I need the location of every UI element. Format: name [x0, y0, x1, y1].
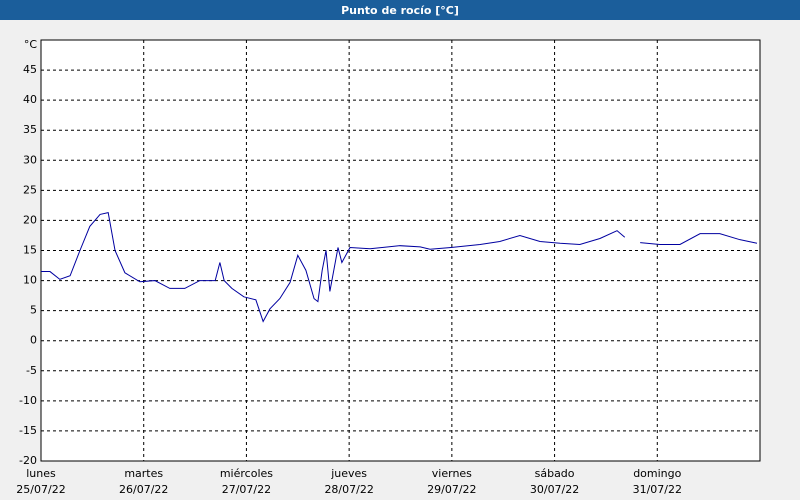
x-tick-label: viernes	[432, 467, 472, 480]
data-line	[640, 233, 758, 245]
x-tick-date: 29/07/22	[427, 483, 476, 496]
x-tick-date: 28/07/22	[324, 483, 373, 496]
y-tick-label: -15	[19, 424, 37, 437]
y-tick-label: 5	[30, 304, 37, 317]
y-tick-label: 25	[23, 183, 37, 196]
y-tick-label: 0	[30, 334, 37, 347]
y-tick-label: 40	[23, 93, 37, 106]
x-tick-label: martes	[124, 467, 163, 480]
y-tick-label: 45	[23, 63, 37, 76]
x-tick-date: 26/07/22	[119, 483, 168, 496]
chart-title: Punto de rocío [°C]	[341, 4, 459, 17]
y-tick-label: 20	[23, 213, 37, 226]
y-tick-label: -5	[26, 364, 37, 377]
x-tick-label: domingo	[633, 467, 681, 480]
x-tick-date: 31/07/22	[633, 483, 682, 496]
x-tick-date: 25/07/22	[16, 483, 65, 496]
x-tick-date: 30/07/22	[530, 483, 579, 496]
title-bar	[0, 0, 800, 20]
y-tick-label: 15	[23, 244, 37, 257]
plot-area	[40, 39, 761, 462]
y-unit: °C	[24, 38, 38, 51]
x-tick-label: jueves	[330, 467, 367, 480]
data-line	[41, 212, 626, 323]
y-tick-label: 10	[23, 274, 37, 287]
y-tick-label: 35	[23, 123, 37, 136]
x-tick-label: miércoles	[220, 467, 273, 480]
y-tick-label: 30	[23, 153, 37, 166]
y-tick-label: -20	[19, 454, 37, 467]
x-tick-date: 27/07/22	[222, 483, 271, 496]
x-tick-label: lunes	[26, 467, 56, 480]
x-tick-label: sábado	[535, 467, 575, 480]
y-tick-label: -10	[19, 394, 37, 407]
